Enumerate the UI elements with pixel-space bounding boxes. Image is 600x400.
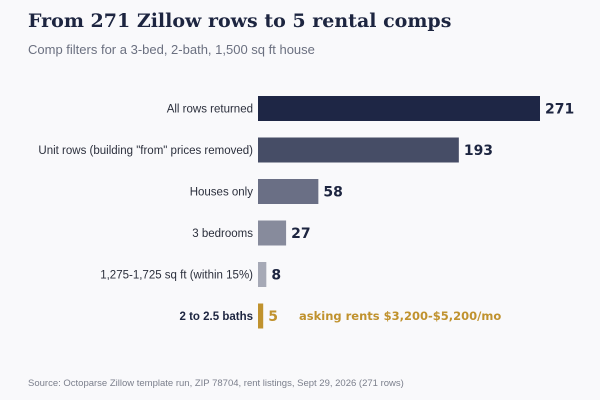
bar: [258, 303, 264, 329]
chart-title: From 271 Zillow rows to 5 rental comps: [28, 10, 452, 32]
chart-subtitle: Comp filters for a 3-bed, 2-bath, 1,500 …: [28, 42, 315, 57]
rent-range-annotation: asking rents $3,200-$5,200/mo: [299, 309, 501, 323]
value-label: 8: [271, 268, 281, 284]
value-label: 193: [464, 143, 493, 159]
bar: [258, 262, 267, 287]
bar: [258, 96, 540, 121]
value-label: 5: [268, 309, 278, 325]
category-label: 2 to 2.5 baths: [180, 311, 254, 323]
value-label: 27: [291, 226, 310, 242]
bar: [258, 137, 459, 163]
bar: [258, 179, 319, 204]
category-label: All rows returned: [167, 104, 253, 116]
category-label: 3 bedrooms: [192, 228, 253, 240]
category-label: 1,275-1,725 sq ft (within 15%): [100, 270, 253, 282]
category-label: Houses only: [190, 187, 254, 199]
source-note: Source: Octoparse Zillow template run, Z…: [28, 378, 404, 389]
bar: [258, 220, 287, 246]
value-label: 271: [545, 102, 574, 118]
value-label: 58: [323, 185, 342, 201]
category-label: Unit rows (building "from" prices remove…: [38, 145, 253, 157]
